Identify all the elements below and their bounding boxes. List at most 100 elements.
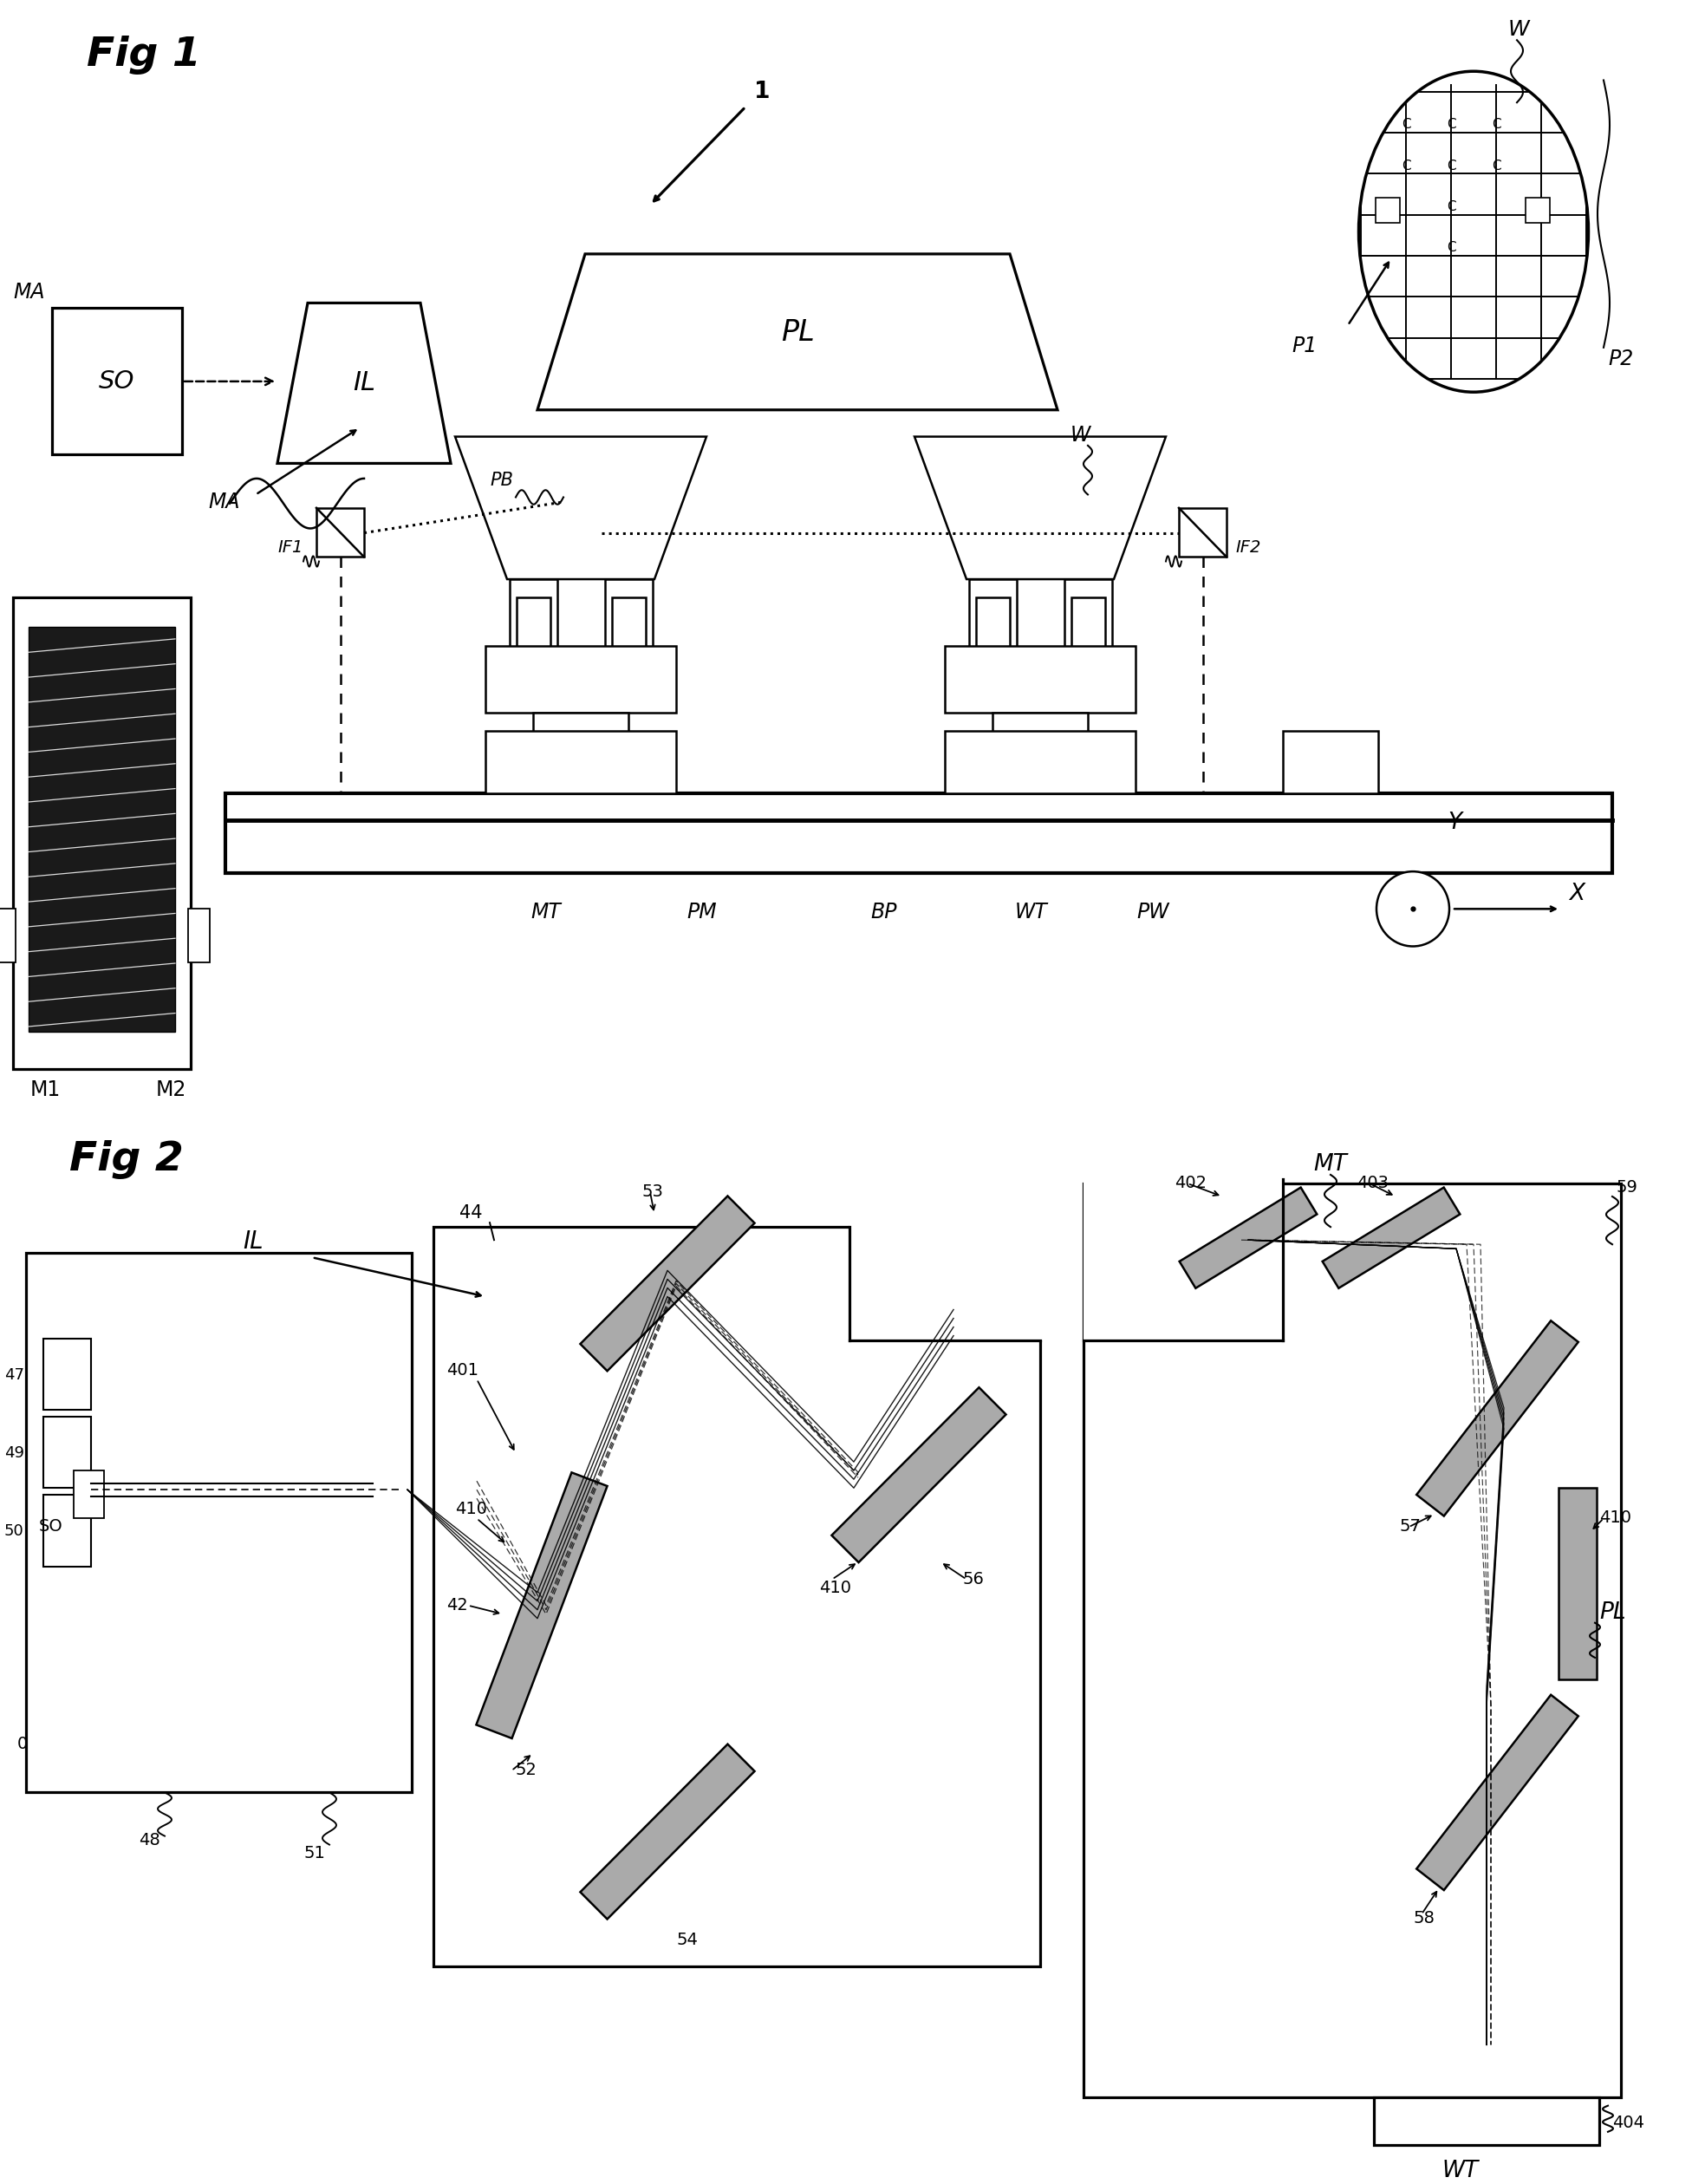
Polygon shape bbox=[1323, 1188, 1460, 1289]
Text: X: X bbox=[1568, 882, 1585, 904]
Text: W: W bbox=[1508, 20, 1530, 39]
Bar bbox=[25, 1254, 411, 1793]
Circle shape bbox=[1377, 871, 1450, 946]
Text: PL: PL bbox=[780, 319, 814, 347]
Text: IL: IL bbox=[354, 371, 376, 395]
Text: IF2: IF2 bbox=[1235, 539, 1261, 557]
Bar bbox=[604, 579, 653, 699]
Bar bbox=[225, 793, 1612, 874]
Text: 49: 49 bbox=[5, 1446, 24, 1461]
Text: 44: 44 bbox=[460, 1203, 482, 1221]
Text: WT: WT bbox=[1442, 2160, 1479, 2182]
Text: 0: 0 bbox=[17, 1736, 29, 1752]
Text: 53: 53 bbox=[641, 1184, 663, 1199]
Text: 47: 47 bbox=[5, 1367, 24, 1382]
Text: W: W bbox=[1071, 424, 1091, 446]
Bar bbox=[486, 732, 677, 793]
Text: M1: M1 bbox=[30, 1079, 61, 1101]
Polygon shape bbox=[1558, 1487, 1597, 1679]
Text: M2: M2 bbox=[156, 1079, 186, 1101]
Bar bbox=[565, 485, 602, 518]
Bar bbox=[976, 596, 1010, 692]
Text: C: C bbox=[1447, 201, 1455, 214]
Text: Y: Y bbox=[1448, 812, 1462, 834]
Text: MT: MT bbox=[1313, 1153, 1347, 1175]
Text: 401: 401 bbox=[447, 1363, 479, 1378]
Bar bbox=[1083, 1179, 1283, 1341]
Bar bbox=[44, 1339, 91, 1409]
Text: 404: 404 bbox=[1612, 2114, 1645, 2132]
Text: C: C bbox=[1491, 159, 1501, 173]
Polygon shape bbox=[1416, 1321, 1579, 1516]
Bar bbox=[1374, 2097, 1599, 2145]
Text: 402: 402 bbox=[1174, 1175, 1206, 1190]
Polygon shape bbox=[277, 304, 450, 463]
Bar bbox=[1064, 579, 1112, 699]
Bar bbox=[44, 1494, 91, 1566]
Bar bbox=[533, 712, 628, 767]
Text: 42: 42 bbox=[447, 1597, 469, 1614]
Text: 1: 1 bbox=[755, 81, 770, 103]
Text: P2: P2 bbox=[1607, 349, 1633, 369]
Polygon shape bbox=[455, 437, 707, 579]
Text: 410: 410 bbox=[819, 1579, 851, 1597]
Text: C: C bbox=[1447, 240, 1455, 253]
Bar bbox=[968, 579, 1017, 699]
Bar bbox=[0, 909, 15, 963]
Text: C: C bbox=[1401, 118, 1411, 131]
Bar bbox=[74, 1470, 103, 1518]
Bar bbox=[516, 596, 550, 692]
Polygon shape bbox=[914, 437, 1166, 579]
Bar bbox=[1071, 596, 1105, 692]
Text: MT: MT bbox=[531, 902, 562, 922]
Text: 410: 410 bbox=[455, 1500, 487, 1518]
Text: WT: WT bbox=[1015, 902, 1047, 922]
Polygon shape bbox=[538, 253, 1058, 411]
Text: 57: 57 bbox=[1399, 1518, 1421, 1535]
Bar bbox=[1376, 199, 1399, 223]
Bar bbox=[1179, 509, 1227, 557]
Bar bbox=[316, 509, 364, 557]
Text: C: C bbox=[1491, 118, 1501, 131]
Polygon shape bbox=[580, 1197, 755, 1372]
Text: Fig 1: Fig 1 bbox=[86, 35, 201, 74]
Polygon shape bbox=[832, 1387, 1007, 1562]
Bar bbox=[29, 627, 174, 1031]
Polygon shape bbox=[1416, 1695, 1579, 1889]
Text: C: C bbox=[1401, 159, 1411, 173]
Text: MA: MA bbox=[208, 491, 240, 513]
Bar bbox=[1283, 732, 1379, 793]
Text: IL: IL bbox=[242, 1230, 264, 1254]
Text: 56: 56 bbox=[963, 1570, 983, 1588]
Bar bbox=[433, 1227, 1041, 1966]
Text: 54: 54 bbox=[677, 1931, 697, 1948]
Text: 52: 52 bbox=[516, 1762, 538, 1778]
Bar bbox=[44, 1417, 91, 1487]
Polygon shape bbox=[475, 1472, 607, 1738]
Polygon shape bbox=[580, 1745, 755, 1920]
Text: SO: SO bbox=[39, 1518, 63, 1535]
Text: 403: 403 bbox=[1357, 1175, 1389, 1190]
Bar bbox=[944, 732, 1135, 793]
Text: 51: 51 bbox=[303, 1845, 325, 1861]
Text: 58: 58 bbox=[1413, 1911, 1435, 1926]
Text: Fig 2: Fig 2 bbox=[69, 1140, 183, 1179]
Text: 50: 50 bbox=[5, 1524, 24, 1540]
Text: 410: 410 bbox=[1599, 1509, 1631, 1527]
Bar bbox=[993, 712, 1088, 767]
Text: BP: BP bbox=[871, 902, 897, 922]
Text: P1: P1 bbox=[1291, 336, 1316, 356]
Bar bbox=[486, 646, 677, 712]
Bar bbox=[52, 308, 183, 454]
Text: IF1: IF1 bbox=[277, 539, 303, 557]
Text: MA: MA bbox=[14, 282, 44, 304]
Bar bbox=[1526, 199, 1550, 223]
Text: PB: PB bbox=[489, 472, 513, 489]
Text: PW: PW bbox=[1137, 902, 1169, 922]
Bar bbox=[611, 596, 645, 692]
Text: PL: PL bbox=[1599, 1601, 1626, 1623]
Text: 48: 48 bbox=[139, 1832, 161, 1848]
Text: 59: 59 bbox=[1616, 1179, 1638, 1195]
Text: C: C bbox=[1447, 159, 1455, 173]
Bar bbox=[1083, 1184, 1621, 2097]
